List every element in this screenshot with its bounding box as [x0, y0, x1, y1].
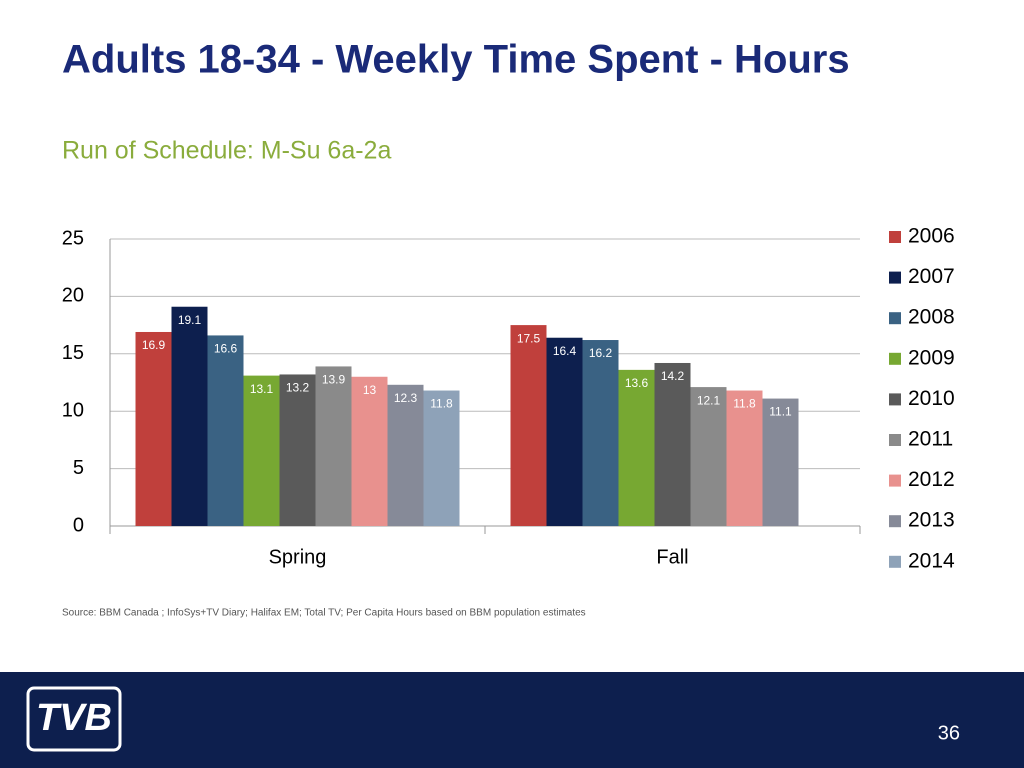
legend-swatch [889, 312, 901, 325]
legend-swatch [889, 555, 901, 568]
y-tick-label: 25 [62, 227, 84, 249]
legend-label: 2009 [908, 346, 955, 369]
legend-label: 2012 [908, 468, 955, 491]
bar [243, 375, 280, 526]
data-label: 11.1 [769, 405, 792, 419]
legend-swatch [889, 393, 901, 406]
y-tick-label: 0 [73, 514, 84, 536]
bar [171, 306, 208, 526]
legend-swatch [889, 231, 901, 243]
bar [315, 366, 352, 526]
data-label: 13.6 [625, 376, 649, 390]
data-label: 16.2 [589, 346, 613, 360]
x-tick-label: Fall [656, 546, 688, 568]
legend-label: 2013 [908, 509, 955, 532]
bar [654, 362, 691, 526]
logo-frame [26, 686, 122, 752]
legend-label: 2008 [908, 306, 955, 329]
bar [582, 340, 619, 526]
page-number: 36 [938, 722, 960, 744]
data-label: 16.6 [214, 342, 238, 356]
footer-band [0, 672, 1024, 768]
data-label: 12.1 [697, 393, 721, 407]
bar [351, 376, 388, 526]
y-tick-label: 5 [73, 457, 84, 479]
data-label: 17.5 [517, 331, 541, 345]
data-label: 16.9 [142, 338, 166, 352]
data-label: 13.9 [322, 373, 346, 387]
slide-title: Adults 18-34 - Weekly Time Spent - Hours [62, 38, 850, 82]
source-note: Source: BBM Canada ; InfoSys+TV Diary; H… [62, 608, 586, 619]
data-label: 12.3 [394, 391, 418, 405]
data-label: 19.1 [178, 313, 202, 327]
data-label: 13.1 [250, 382, 274, 396]
logo: TVB [36, 697, 112, 739]
bar [762, 398, 799, 526]
legend-swatch [889, 474, 901, 487]
subtitle: Run of Schedule: M-Su 6a-2a [62, 137, 391, 165]
bar [726, 390, 763, 526]
bar [387, 384, 424, 526]
y-tick-label: 15 [62, 342, 84, 364]
bar [207, 335, 244, 526]
y-tick-label: 10 [62, 399, 84, 421]
bar [690, 387, 727, 526]
bar [135, 331, 172, 526]
y-tick-label: 20 [62, 285, 84, 307]
data-label: 13.2 [286, 381, 310, 395]
legend-label: 2011 [908, 428, 953, 451]
x-tick-label: Spring [269, 546, 327, 568]
data-label: 11.8 [733, 397, 756, 411]
data-label: 16.4 [553, 344, 577, 358]
bar [618, 369, 655, 526]
bar [510, 325, 547, 526]
bar [423, 390, 460, 526]
legend-swatch [889, 352, 901, 365]
legend-swatch [889, 271, 901, 284]
bar [546, 337, 583, 526]
legend-swatch [889, 515, 901, 528]
data-label: 13 [363, 383, 377, 397]
legend-label: 2007 [908, 265, 955, 288]
legend-label: 2014 [908, 549, 955, 572]
legend-label: 2006 [908, 225, 955, 248]
legend-label: 2010 [908, 387, 955, 410]
bar [279, 374, 316, 526]
data-label: 14.2 [661, 369, 685, 383]
data-label: 11.8 [430, 397, 453, 411]
legend-swatch [889, 434, 901, 446]
